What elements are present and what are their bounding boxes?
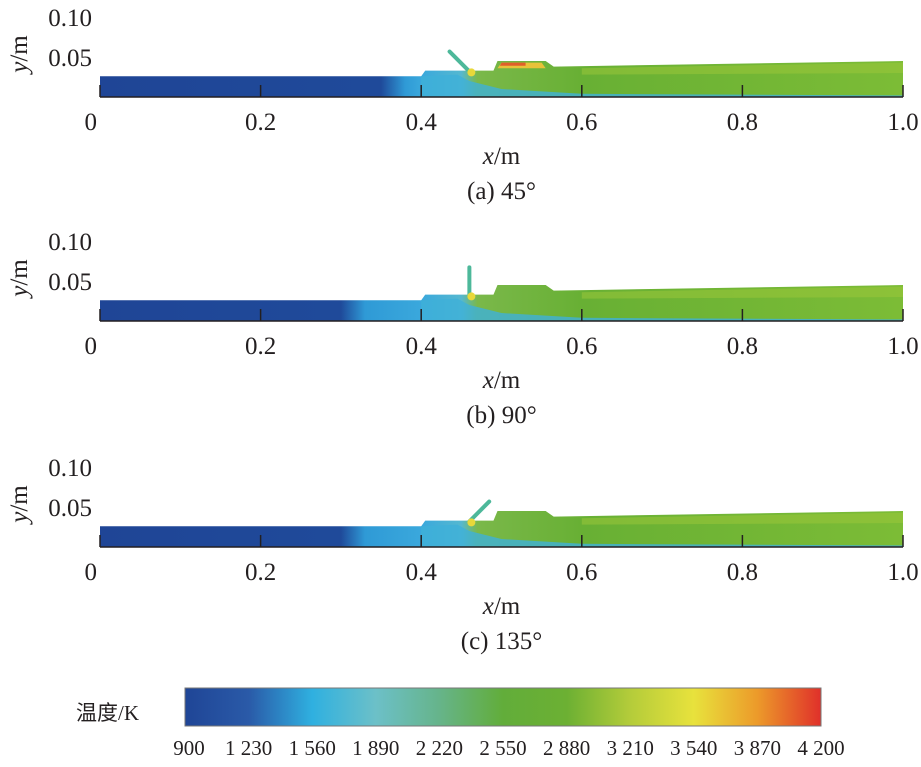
colorbar: 温度/K 900 1 230 1 560 1 890 2 220 2 550 2 880 3 … — [76, 687, 845, 760]
y-tick-label: 0.05 — [48, 495, 92, 522]
y-axis-unit: /m — [6, 259, 33, 286]
colorbar-tick-label: 3 210 — [607, 736, 654, 760]
y-axis-label: y/m — [6, 35, 33, 76]
colorbar-tick-label: 3 870 — [734, 736, 781, 760]
x-tick-label: 1.0 — [887, 333, 918, 360]
x-tick-label: 0 — [85, 109, 98, 136]
colorbar-tick-label: 4 200 — [797, 736, 844, 760]
colorbar-tick-label: 1 560 — [289, 736, 336, 760]
x-axis-var: x — [482, 143, 494, 170]
x-tick-label: 0.2 — [245, 559, 276, 586]
x-tick-label: 0.6 — [566, 559, 597, 586]
warm-band — [581, 286, 903, 299]
y-axis-label: y/m — [6, 485, 33, 526]
y-axis-unit: /m — [6, 485, 33, 512]
y-tick-label: 0.10 — [48, 229, 92, 256]
y-axis-label: y/m — [6, 259, 33, 300]
x-tick-label: 1.0 — [887, 109, 918, 136]
x-axis-label: x/m — [482, 593, 521, 620]
x-tick-label: 0.6 — [566, 109, 597, 136]
contour-panel-2: 0 0.2 0.4 0.6 0.8 1.00.100.05y/mx/m(b) 90° — [6, 229, 919, 429]
contour-panel-3: 0 0.2 0.4 0.6 0.8 1.00.100.05y/mx/m(c) 135° — [6, 455, 919, 655]
x-tick-label: 0.2 — [245, 333, 276, 360]
panel-caption: (c) 135° — [461, 628, 543, 655]
y-axis-var: y — [6, 61, 33, 76]
colorbar-tick-label: 900 — [173, 736, 205, 760]
colorbar-tick-label: 2 880 — [543, 736, 590, 760]
x-axis-unit: /m — [494, 143, 521, 170]
x-tick-label: 0 — [85, 559, 98, 586]
colorbar-gradient — [184, 687, 822, 727]
x-tick-label: 1.0 — [887, 559, 918, 586]
x-tick-label: 0.8 — [727, 109, 758, 136]
cool-boundary-layer — [421, 298, 903, 321]
y-axis-var: y — [6, 511, 33, 526]
x-tick-label: 0.4 — [406, 333, 438, 360]
x-tick-label: 0.8 — [727, 559, 758, 586]
cool-boundary-layer — [421, 524, 903, 547]
colorbar-label: 温度/K — [76, 701, 139, 725]
y-tick-label: 0.05 — [48, 269, 92, 296]
cool-boundary-layer — [421, 74, 903, 97]
x-axis-var: x — [482, 367, 494, 394]
x-axis-var: x — [482, 593, 494, 620]
y-tick-label: 0.10 — [48, 5, 92, 32]
y-tick-label: 0.10 — [48, 455, 92, 482]
jet-shear-spot — [467, 518, 476, 527]
panel-caption: (b) 90° — [466, 402, 536, 429]
x-axis-label: x/m — [482, 143, 521, 170]
colorbar-tick-label: 2 220 — [416, 736, 463, 760]
warm-band — [581, 512, 903, 525]
x-axis-unit: /m — [494, 367, 521, 394]
hot-spot-core — [499, 62, 526, 66]
colorbar-tick-label: 1 890 — [352, 736, 399, 760]
colorbar-tick-label: 2 550 — [479, 736, 526, 760]
injector-jet — [467, 499, 492, 524]
y-tick-label: 0.05 — [48, 45, 92, 72]
colorbar-tick-label: 1 230 — [225, 736, 272, 760]
x-tick-label: 0.2 — [245, 109, 276, 136]
jet-shear-spot — [467, 292, 476, 301]
contour-panel-1: 0 0.2 0.4 0.6 0.8 1.00.100.05y/mx/m(a) 45° — [6, 5, 919, 205]
warm-band — [581, 62, 903, 75]
x-tick-label: 0.4 — [406, 109, 438, 136]
x-axis-label: x/m — [482, 367, 521, 394]
x-axis-unit: /m — [494, 593, 521, 620]
panel-caption: (a) 45° — [467, 178, 536, 205]
x-tick-label: 0.4 — [406, 559, 438, 586]
jet-shear-spot — [467, 68, 476, 77]
x-tick-label: 0.8 — [727, 333, 758, 360]
x-tick-label: 0 — [85, 333, 98, 360]
x-tick-label: 0.6 — [566, 333, 597, 360]
colorbar-tick-label: 3 540 — [670, 736, 717, 760]
y-axis-unit: /m — [6, 35, 33, 62]
y-axis-var: y — [6, 285, 33, 300]
injector-jet — [447, 49, 472, 74]
